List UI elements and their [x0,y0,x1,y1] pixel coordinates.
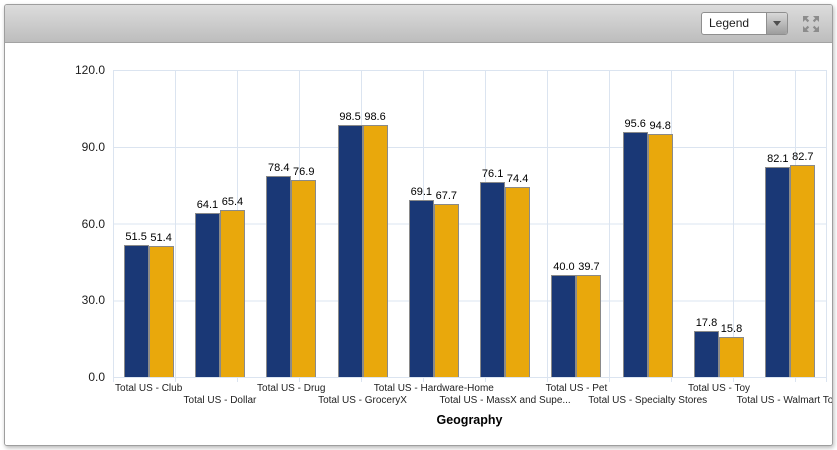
category-group: 17.8 15.8 Total US - Toy [683,70,754,394]
category-group: 76.1 74.4 Total US - MassX and Supe... [440,70,571,406]
bar[interactable]: 15.8 [719,323,745,377]
bar[interactable]: 76.9 [291,166,317,377]
bar-value-label: 98.6 [364,110,386,123]
plot-groups: 51.5 51.4 Total US - Club 64.1 65.4 Total US … [113,70,832,406]
bar-value-label: 78.4 [268,162,290,175]
bar[interactable]: 67.7 [433,190,459,377]
bar[interactable]: 69.1 [408,186,434,377]
legend-dropdown[interactable]: Legend [701,12,788,35]
bar[interactable]: 95.6 [622,118,648,377]
bar[interactable]: 74.4 [505,173,531,377]
bar-value-label: 51.5 [125,231,147,244]
bar[interactable]: 98.6 [362,111,388,377]
bar[interactable]: 39.7 [576,261,602,377]
widget-toolbar: Legend [5,5,832,43]
bar-value-label: 95.6 [624,118,646,131]
category-label: Total US - Drug [257,383,326,394]
bar-value-label: 40.0 [553,260,575,273]
x-axis-ticks [113,377,827,382]
y-tick-label: 120.0 [74,63,105,77]
category-group: 64.1 65.4 Total US - Dollar [184,70,257,406]
category-label: Total US - Specialty Stores [588,395,708,406]
bar-value-label: 64.1 [196,199,219,212]
bar-value-label: 98.5 [339,111,361,124]
bar[interactable]: 51.5 [123,231,149,377]
chart-widget: Legend 120.0 90.0 60.0 30.0 0.0 51.5 51.4 Tota… [4,4,833,446]
category-label: Total US - Hardware-Home [373,383,494,394]
bar[interactable]: 17.8 [694,317,720,377]
legend-dropdown-button[interactable] [766,13,787,34]
bar-value-label: 94.8 [649,120,671,133]
bar[interactable]: 51.4 [148,232,174,377]
bar[interactable]: 78.4 [266,162,292,377]
y-tick-label: 90.0 [81,139,105,154]
bar[interactable]: 65.4 [219,196,245,377]
bar[interactable]: 94.8 [647,120,673,377]
bar-value-label: 67.7 [435,189,458,202]
expand-arrows-icon [803,15,819,32]
y-tick-label: 30.0 [81,293,105,308]
category-label: Total US - MassX and Supe... [439,395,571,406]
legend-dropdown-value[interactable]: Legend [709,16,750,30]
category-label: Total US - Pet [545,383,608,394]
bar[interactable]: 82.1 [765,153,791,377]
bar-value-label: 39.7 [578,261,600,274]
bar-value-label: 82.1 [767,152,789,165]
category-group: 98.5 98.6 Total US - GroceryX [318,70,407,406]
bar-value-label: 76.9 [293,166,315,179]
x-axis-title: Geography [436,413,503,427]
category-label: Total US - Club [115,383,183,394]
bar-value-label: 69.1 [410,186,433,199]
category-group: 78.4 76.9 Total US - Drug [256,70,327,394]
bar[interactable]: 64.1 [194,199,220,377]
chart-canvas: 120.0 90.0 60.0 30.0 0.0 51.5 51.4 Total US - … [5,43,832,445]
category-label: Total US - Toy [687,383,751,394]
bar-value-label: 51.4 [150,231,172,244]
category-label: Total US - GroceryX [318,395,407,406]
bar-value-label: 82.7 [792,151,814,164]
bar[interactable]: 40.0 [551,261,577,377]
bar-value-label: 65.4 [221,195,244,208]
y-tick-label: 60.0 [81,216,105,231]
y-tick-label: 0.0 [88,370,105,384]
category-group: 69.1 67.7 Total US - Hardware-Home [374,70,494,394]
category-group: 40.0 39.7 Total US - Pet [541,70,612,394]
chevron-down-icon [773,21,781,26]
bar-value-label: 17.8 [695,317,718,330]
bar[interactable]: 82.7 [790,151,816,377]
category-group: 51.5 51.4 Total US - Club [113,70,184,394]
bar[interactable]: 76.1 [480,168,506,377]
bar-value-label: 15.8 [720,322,743,335]
category-label: Total US - Walmart Total [736,395,833,406]
bar-value-label: 74.4 [506,172,529,185]
bar[interactable]: 98.5 [337,111,363,377]
category-label: Total US - Dollar [183,395,257,406]
category-group: 82.182.7 Total US - Walmart Total [737,70,832,406]
bar-value-label: 76.1 [481,168,504,181]
maximize-button[interactable] [802,15,820,33]
category-group: 95.6 94.8 Total US - Specialty Stores [588,70,707,406]
